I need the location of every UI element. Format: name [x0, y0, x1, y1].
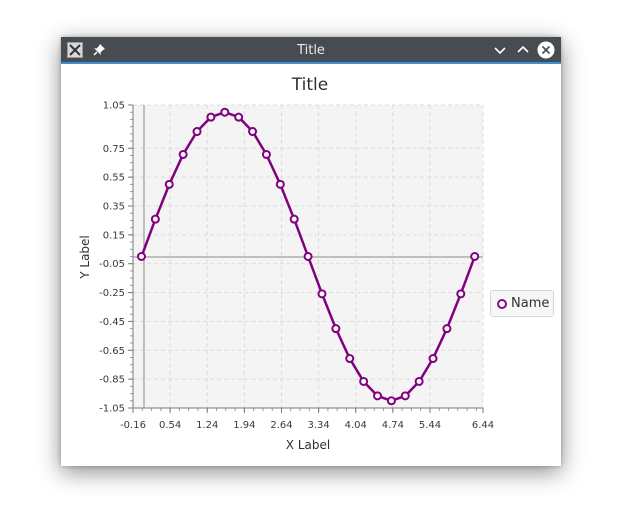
line-chart[interactable]: Title -0.16 0.54 1.24 1.94 2.64 3.34 4.04 4.74 5…: [61, 64, 561, 466]
close-button[interactable]: [537, 41, 555, 59]
app-logo-icon: [67, 42, 83, 58]
data-point[interactable]: [331, 324, 341, 334]
data-point[interactable]: [470, 252, 480, 261]
title-bar[interactable]: Title: [61, 37, 561, 64]
y-tick-label: 0.55: [103, 173, 125, 184]
x-axis-ticks: -0.16 0.54 1.24 1.94 2.64 3.34 4.04 4.74 5.44 6.4…: [120, 407, 494, 431]
data-point[interactable]: [192, 127, 202, 137]
data-point[interactable]: [234, 112, 244, 122]
x-tick-label: -0.16: [120, 420, 146, 431]
data-point[interactable]: [220, 107, 230, 117]
minimize-button[interactable]: [491, 41, 509, 59]
x-tick-label: 4.04: [345, 420, 367, 431]
x-tick-label: 2.64: [270, 420, 292, 431]
y-tick-label: -0.85: [99, 375, 125, 386]
data-point[interactable]: [456, 289, 466, 299]
close-icon: [541, 45, 551, 55]
maximize-button[interactable]: [514, 41, 532, 59]
x-tick-label: 0.54: [159, 420, 181, 431]
y-tick-label: -0.45: [99, 317, 125, 328]
y-tick-label: 0.35: [103, 202, 125, 213]
data-point[interactable]: [359, 376, 369, 386]
legend-label-name: Name: [511, 296, 550, 311]
data-point[interactable]: [248, 127, 258, 137]
x-tick-label: 3.34: [307, 420, 329, 431]
x-tick-label: 5.44: [419, 420, 441, 431]
data-point[interactable]: [400, 391, 410, 401]
pin-icon[interactable]: [92, 42, 107, 57]
data-point[interactable]: [275, 179, 285, 189]
data-point[interactable]: [261, 149, 271, 159]
data-point[interactable]: [414, 376, 424, 386]
legend-marker-name: [497, 299, 507, 309]
data-point[interactable]: [317, 289, 327, 299]
x-tick-label: 6.44: [472, 420, 494, 431]
x-axis-label: X Label: [286, 438, 330, 452]
data-point[interactable]: [150, 214, 160, 224]
x-tick-label: 4.74: [382, 420, 404, 431]
chart-legend[interactable]: Name: [490, 290, 554, 317]
chevron-up-icon: [517, 45, 529, 53]
y-tick-label: 1.05: [103, 101, 125, 112]
y-tick-label: -1.05: [99, 404, 125, 415]
y-tick-label: 0.15: [103, 230, 125, 241]
data-point[interactable]: [373, 391, 383, 401]
chart-container: Title -0.16 0.54 1.24 1.94 2.64 3.34 4.04 4.74 5…: [61, 64, 561, 466]
y-axis-label: Y Label: [78, 235, 92, 280]
data-point[interactable]: [386, 396, 396, 406]
data-point[interactable]: [442, 324, 452, 334]
data-point[interactable]: [289, 214, 299, 224]
data-point[interactable]: [345, 354, 355, 364]
data-point[interactable]: [164, 179, 174, 189]
data-point[interactable]: [178, 149, 188, 159]
data-point[interactable]: [303, 252, 313, 261]
data-point[interactable]: [206, 112, 216, 122]
x-tick-label: 1.94: [233, 420, 255, 431]
chevron-down-icon: [494, 47, 506, 55]
y-tick-label: -0.05: [99, 259, 125, 270]
chart-title: Title: [291, 75, 328, 95]
y-tick-label: 0.75: [103, 144, 125, 155]
data-point[interactable]: [136, 252, 146, 261]
y-tick-label: -0.25: [99, 288, 125, 299]
window-title: Title: [297, 43, 325, 58]
y-axis-ticks: 1.05 0.75 0.55 0.35 0.15 -0.05 -0.25 -0.45 -0.65…: [99, 101, 134, 415]
x-tick-label: 1.24: [196, 420, 218, 431]
app-window: Title Title -0.16 0.54 1.24 1.94 2.64 3.34 4.0…: [61, 37, 561, 466]
data-point[interactable]: [428, 354, 438, 364]
series-points: [136, 107, 480, 406]
y-tick-label: -0.65: [99, 346, 125, 357]
